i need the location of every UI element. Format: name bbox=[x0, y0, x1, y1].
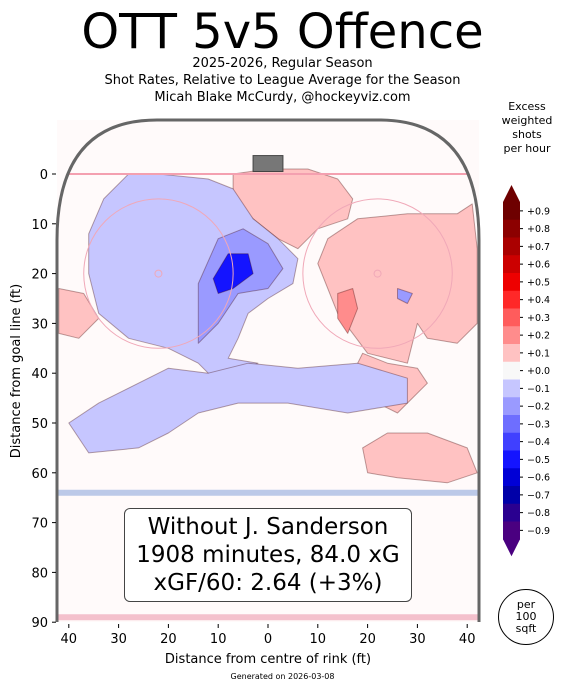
x-tick-label: 20 bbox=[160, 632, 177, 647]
colorbar-min-arrow bbox=[503, 539, 520, 557]
colorbar-title: Excess weighted shots per hour bbox=[501, 100, 553, 155]
left-faceoff-dot bbox=[154, 269, 163, 278]
right-faceoff-dot bbox=[373, 269, 382, 278]
rink-markings bbox=[57, 173, 479, 621]
colorbar-swatch bbox=[503, 450, 520, 469]
x-tick-label: 0 bbox=[264, 632, 272, 647]
y-tick-label: 90 bbox=[31, 616, 48, 631]
stats-annotation: Without J. Sanderson 1908 minutes, 84.0 … bbox=[124, 508, 412, 602]
colorbar-swatch bbox=[503, 486, 520, 505]
colorbar-swatch bbox=[503, 202, 520, 221]
heatmap-region-right-slot-warm bbox=[337, 288, 359, 334]
chart-subtitle-description: Shot Rates, Relative to League Average f… bbox=[104, 73, 461, 88]
colorbar-tick-label: −0.7 bbox=[527, 490, 550, 501]
colorbar: +0.9 +0.8 +0.7 +0.6 +0.5 +0.4 +0.3 +0.2 +0.1 +0.0… bbox=[503, 185, 550, 557]
colorbar-swatch bbox=[503, 237, 520, 256]
colorbar-tick-label: +0.6 bbox=[527, 260, 550, 271]
x-tick-label: 40 bbox=[61, 632, 78, 647]
heatmap-region-left-slot-cold bbox=[197, 228, 284, 344]
colorbar-swatch bbox=[503, 219, 520, 238]
colorbar-swatch bbox=[503, 273, 520, 292]
colorbar-tick-label: +0.9 bbox=[527, 206, 550, 217]
y-tick-label: 20 bbox=[31, 268, 48, 283]
left-faceoff-circle bbox=[83, 198, 234, 349]
colorbar-swatch bbox=[503, 344, 520, 363]
colorbar-max-arrow bbox=[503, 185, 520, 202]
colorbar-swatch bbox=[503, 521, 520, 540]
colorbar-tick-label: +0.5 bbox=[527, 277, 550, 288]
colorbar-swatch bbox=[503, 397, 520, 416]
x-axis-label: Distance from centre of rink (ft) bbox=[165, 652, 371, 667]
x-tick-label: 30 bbox=[110, 632, 127, 647]
colorbar-tick-label: +0.3 bbox=[527, 313, 550, 324]
colorbar-tick-label: −0.5 bbox=[527, 455, 550, 466]
colorbar-tick-label: −0.1 bbox=[527, 384, 550, 395]
colorbar-tick-label: −0.6 bbox=[527, 473, 550, 484]
generated-footer: Generated on 2026-03-08 bbox=[230, 672, 335, 681]
colorbar-swatch bbox=[503, 468, 520, 487]
x-tick-label: 20 bbox=[359, 632, 376, 647]
chart-title: OTT 5v5 Offence bbox=[81, 4, 484, 60]
chart-subtitle-author: Micah Blake McCurdy, @hockeyviz.com bbox=[154, 90, 411, 105]
y-tick-label: 50 bbox=[31, 417, 48, 432]
heatmap-region-left-dot-warm bbox=[58, 288, 100, 339]
y-tick-label: 0 bbox=[40, 168, 48, 183]
colorbar-tick-label: −0.2 bbox=[527, 402, 550, 413]
goal-net bbox=[252, 155, 284, 173]
colorbar-swatch bbox=[503, 503, 520, 522]
colorbar-tick-label: −0.4 bbox=[527, 437, 550, 448]
colorbar-swatch bbox=[503, 379, 520, 398]
chart-axes: 40 30 20 10 0 10 20 30 40 0 10 20 30 40 50 60 70 80 90 bbox=[31, 168, 475, 647]
y-tick-label: 30 bbox=[31, 317, 48, 332]
heatmap-region-high-slot-cold bbox=[68, 362, 408, 454]
heatmap-regions bbox=[58, 168, 478, 484]
colorbar-swatch bbox=[503, 308, 520, 327]
colorbar-tick-label: +0.7 bbox=[527, 242, 550, 253]
x-tick-label: 10 bbox=[310, 632, 327, 647]
colorbar-tick-label: +0.8 bbox=[527, 224, 550, 235]
colorbar-tick-label: −0.3 bbox=[527, 419, 550, 430]
y-tick-label: 80 bbox=[31, 566, 48, 581]
annotation-player: Without J. Sanderson bbox=[147, 514, 389, 540]
rink-boards bbox=[55, 118, 481, 622]
heatmap-region-left-circle-cold bbox=[88, 173, 299, 384]
right-faceoff-circle bbox=[302, 198, 453, 349]
colorbar-tick-label: −0.9 bbox=[527, 526, 550, 537]
x-tick-label: 30 bbox=[409, 632, 426, 647]
y-tick-label: 70 bbox=[31, 517, 48, 532]
x-tick-label: 40 bbox=[459, 632, 476, 647]
x-tick-label: 10 bbox=[210, 632, 227, 647]
chart-subtitle-season: 2025-2026, Regular Season bbox=[192, 56, 373, 71]
y-tick-label: 40 bbox=[31, 367, 48, 382]
colorbar-tick-label: +0.2 bbox=[527, 331, 550, 342]
y-axis-label: Distance from goal line (ft) bbox=[9, 284, 24, 458]
heatmap-region-right-blue-line-warm bbox=[362, 432, 478, 484]
colorbar-tick-label: −0.8 bbox=[527, 508, 550, 519]
colorbar-swatch bbox=[503, 326, 520, 345]
colorbar-swatch bbox=[503, 432, 520, 451]
colorbar-tick-label: +0.4 bbox=[527, 295, 550, 306]
y-tick-label: 60 bbox=[31, 467, 48, 482]
colorbar-swatch bbox=[503, 255, 520, 274]
y-tick-label: 10 bbox=[31, 218, 48, 233]
annotation-xgf: xGF/60: 2.64 (+3%) bbox=[153, 570, 383, 596]
heatmap-region-right-point-cold bbox=[397, 288, 413, 304]
colorbar-tick-label: +0.0 bbox=[527, 366, 550, 377]
colorbar-swatch bbox=[503, 290, 520, 309]
colorbar-swatch bbox=[503, 415, 520, 434]
annotation-minutes: 1908 minutes, 84.0 xG bbox=[136, 542, 400, 568]
colorbar-tick-label: +0.1 bbox=[527, 348, 550, 359]
units-badge: per 100 sqft bbox=[498, 589, 554, 645]
colorbar-swatch bbox=[503, 361, 520, 380]
